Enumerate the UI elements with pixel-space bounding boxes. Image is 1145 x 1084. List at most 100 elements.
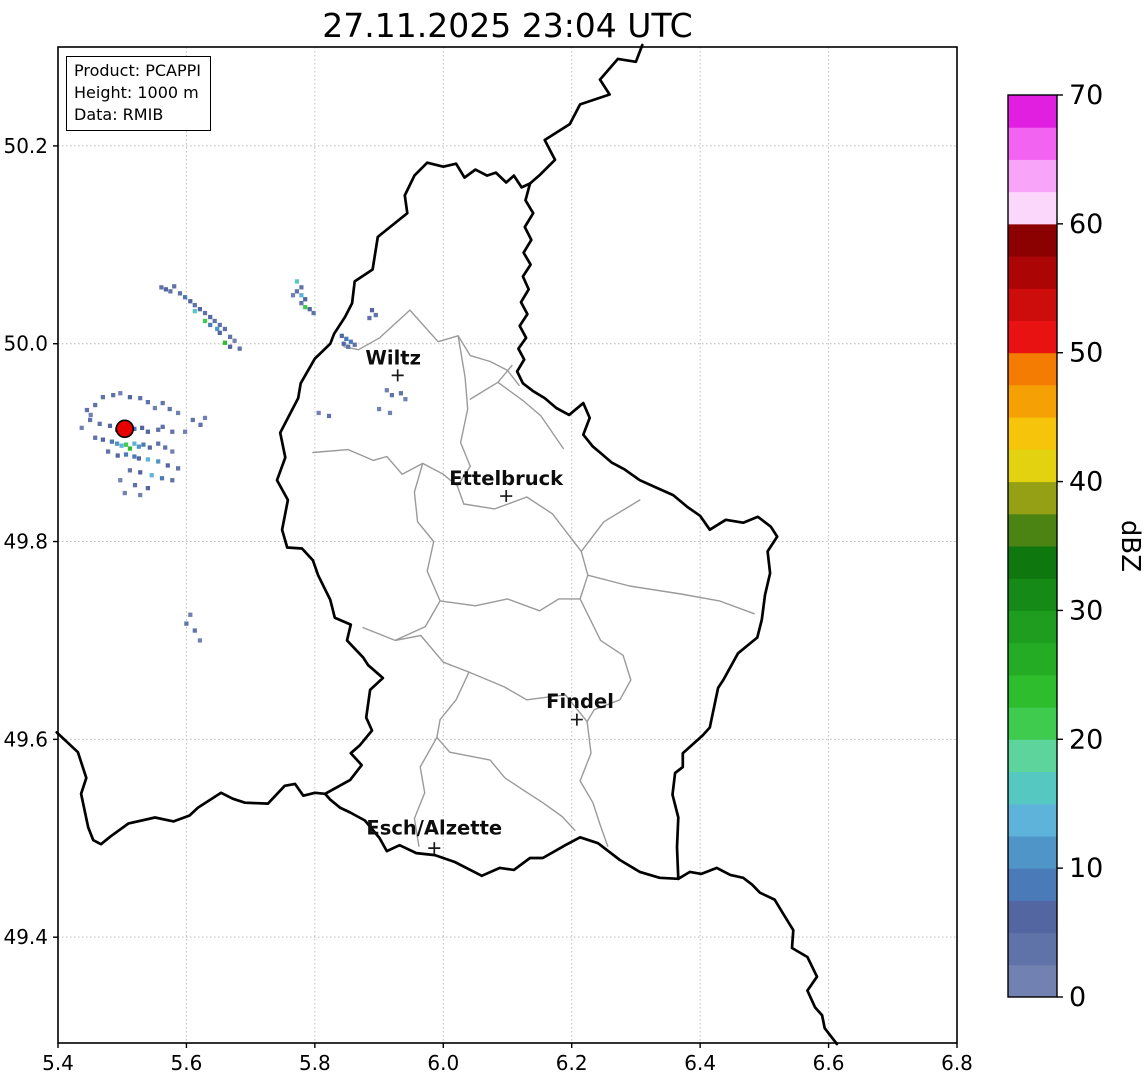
radar-echo-cell — [237, 346, 242, 351]
radar-echo-cell — [208, 322, 213, 328]
colorbar-tick-label: 60 — [1069, 209, 1103, 240]
radar-echo-cell — [398, 391, 403, 396]
colorbar-band — [1008, 578, 1057, 611]
radar-echo-cell — [176, 466, 181, 471]
radar-echo-cell — [115, 453, 120, 458]
radar-echo-cell — [167, 406, 172, 412]
radar-echo-cell — [183, 295, 188, 300]
colorbar-band — [1008, 449, 1057, 483]
radar-echo-cell — [160, 400, 165, 406]
radar-echo-cell — [228, 334, 233, 339]
radar-echo-cell — [138, 470, 143, 475]
colorbar-band — [1008, 417, 1057, 450]
city-label: Findel — [546, 690, 614, 713]
colorbar-band — [1008, 803, 1057, 837]
radar-echo-cell — [177, 291, 183, 296]
colorbar-tick-label: 10 — [1069, 853, 1103, 884]
radar-echo-cell — [346, 344, 351, 349]
canton-border — [469, 364, 513, 400]
radar-echo-cell — [127, 468, 132, 473]
x-tick-label: 6.0 — [427, 1051, 459, 1075]
city-label: Ettelbruck — [449, 467, 564, 490]
radar-echo-cell — [156, 441, 161, 446]
canton-border — [394, 634, 588, 723]
country-border-luxembourg — [275, 161, 779, 881]
colorbar-band — [1008, 739, 1057, 772]
colorbar-band — [1008, 610, 1057, 644]
radar-echo-cell — [141, 442, 146, 447]
radar-echo-cell — [118, 478, 123, 483]
colorbar-band — [1008, 868, 1057, 901]
radar-echo-cell — [132, 483, 138, 488]
canton-border — [463, 496, 582, 553]
radar-echo-cell — [145, 457, 150, 462]
radar-echo-cell — [168, 289, 173, 294]
canton-border — [579, 598, 632, 847]
radar-echo-cell — [290, 293, 296, 298]
colorbar-band — [1008, 223, 1057, 257]
radar-echo-cell — [170, 449, 175, 454]
radar-echo-cell — [176, 410, 181, 416]
radar-echo-cell — [348, 339, 353, 344]
radar-echo-cell — [107, 423, 113, 428]
radar-echo-cell — [217, 322, 222, 328]
radar-echo-cell — [97, 421, 102, 426]
colorbar-band — [1008, 674, 1057, 708]
radar-echo-cell — [384, 388, 389, 393]
canton-border — [439, 598, 581, 612]
radar-echo-cell — [198, 422, 203, 427]
radar-echo-cell — [202, 415, 208, 421]
radar-echo-cell — [188, 299, 193, 304]
city-cross-marker — [500, 490, 513, 503]
radar-echo-cell — [132, 441, 137, 446]
radar-echo-cell — [389, 393, 394, 398]
radar-echo-cell — [222, 326, 227, 332]
radar-echo-cell — [217, 330, 222, 335]
radar-echo-cell — [190, 417, 195, 423]
canton-border — [579, 499, 641, 600]
info-data-source: Data: RMIB — [74, 105, 164, 125]
radar-echo-cell — [140, 425, 145, 430]
radar-echo-cell — [115, 441, 120, 446]
colorbar-band — [1008, 95, 1057, 128]
radar-echo-cell — [160, 424, 165, 429]
country-border-belgium-france — [55, 731, 327, 846]
colorbar-band — [1008, 707, 1057, 740]
radar-echo-cell — [403, 397, 408, 402]
canton-border — [436, 671, 470, 739]
colorbar-band — [1008, 288, 1057, 321]
colorbar-band — [1008, 127, 1057, 160]
country-border-belgium-germany — [528, 43, 644, 185]
radar-echo-cell — [136, 456, 141, 461]
radar-echo-cell — [299, 285, 304, 290]
x-tick-label: 6.6 — [813, 1051, 845, 1075]
radar-echo-cell — [212, 318, 217, 324]
radar-echo-cell — [132, 426, 137, 431]
radar-echo-cell — [156, 427, 161, 432]
radar-echo-cell — [299, 293, 304, 298]
radar-echo-cell — [369, 308, 375, 313]
radar-echo-cell — [132, 454, 137, 459]
colorbar-tick-label: 70 — [1069, 80, 1103, 111]
radar-echo-cell — [294, 289, 299, 294]
city-label: Wiltz — [365, 347, 421, 370]
radar-echo-cell — [197, 638, 202, 643]
radar-echo-cell — [145, 429, 150, 434]
radar-echo-cell — [145, 486, 150, 491]
radar-echo-cell — [303, 305, 308, 310]
radar-echo-cell — [106, 449, 111, 454]
radar-echo-cell — [127, 395, 132, 400]
radar-echo-cell — [122, 490, 127, 496]
radar-echo-cell — [88, 417, 93, 423]
radar-echo-cell — [109, 439, 114, 444]
colorbar-band — [1008, 932, 1057, 966]
radar-echo-cell — [159, 285, 164, 290]
city-cross-marker — [391, 369, 404, 382]
radar-echo-cell — [228, 344, 233, 349]
radar-echo-cell — [188, 612, 193, 617]
radar-echo-cell — [192, 628, 197, 633]
radar-echo-cell — [136, 444, 141, 449]
radar-echo-cell — [138, 492, 143, 498]
radar-echo-cell — [197, 307, 202, 312]
